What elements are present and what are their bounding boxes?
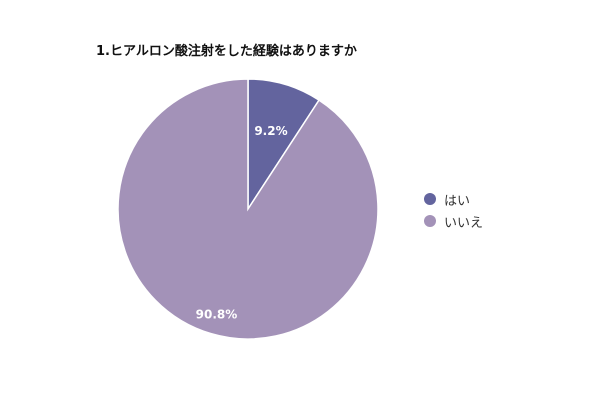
pie-label-no: 90.8% bbox=[196, 307, 238, 321]
legend-label-yes: はい bbox=[444, 193, 471, 209]
legend-item-no[interactable]: いいえ bbox=[424, 210, 483, 232]
legend-label-no: いいえ bbox=[444, 215, 484, 231]
legend-item-yes[interactable]: はい bbox=[424, 188, 483, 210]
pie-label-yes: 9.2% bbox=[254, 124, 287, 138]
legend-swatch-no bbox=[424, 215, 436, 227]
pie-slice-no[interactable] bbox=[117, 78, 379, 340]
legend: はい いいえ bbox=[424, 188, 483, 232]
chart-title: 1.ヒアルロン酸注射をした経験はありますか bbox=[96, 44, 357, 59]
legend-swatch-yes bbox=[424, 193, 436, 205]
